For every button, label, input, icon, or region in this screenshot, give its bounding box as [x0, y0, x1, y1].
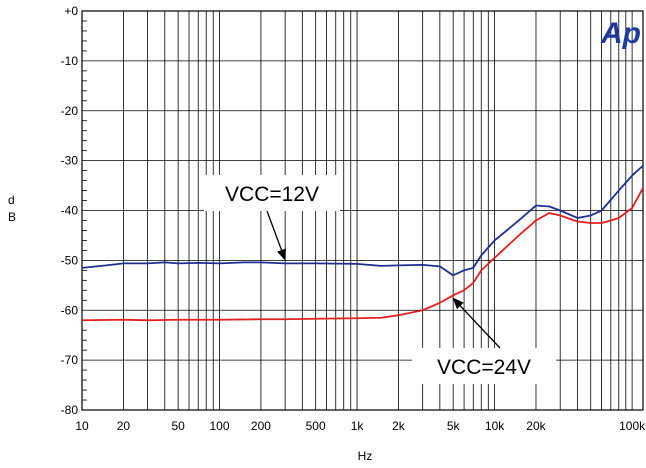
x-axis-label: Hz: [358, 449, 373, 463]
y-tick-label: +0: [64, 4, 78, 18]
x-tick-label: 20: [117, 419, 131, 433]
annotation-label: VCC=12V: [225, 183, 319, 206]
y-tick-label: -70: [61, 353, 79, 367]
x-tick-label: 10: [75, 419, 89, 433]
y-tick-label: -10: [61, 54, 79, 68]
ap-logo: Ap: [600, 17, 641, 50]
annotation-arrow: [452, 297, 501, 349]
annotation-arrow: [266, 210, 286, 261]
annotation-layer: VCC=12V VCC=24V: [204, 175, 556, 384]
y-tick-label: -60: [61, 303, 79, 317]
x-tick-label: 50: [171, 419, 185, 433]
annotation-label: VCC=24V: [437, 356, 531, 379]
y-tick-label: -40: [61, 204, 79, 218]
y-tick-label: -20: [61, 104, 79, 118]
series-line-vcc-24v: [81, 187, 644, 322]
x-tick-label: 20k: [526, 419, 546, 433]
x-tick-labels: 10 20 50 100 200 500 1k 2k 5k 10k 20k 100k: [75, 419, 646, 433]
plot-frame: [81, 10, 644, 411]
y-tick-label: -30: [61, 154, 79, 168]
annotation-box: [204, 175, 340, 211]
y-tick-label: -50: [61, 253, 79, 267]
x-tick-label: 500: [306, 419, 326, 433]
series-layer: [81, 164, 644, 322]
annotation-box: [412, 348, 556, 384]
x-tick-label: 100: [210, 419, 230, 433]
x-tick-label: 100k: [619, 419, 646, 433]
y-tick-labels: +0 -10 -20 -30 -40 -50 -60 -70 -80: [61, 4, 79, 417]
x-tick-label: 1k: [351, 419, 365, 433]
y-axis-label-b: B: [8, 210, 16, 224]
x-tick-label: 2k: [392, 419, 406, 433]
x-tick-label: 200: [251, 419, 271, 433]
x-tick-label: 10k: [485, 419, 505, 433]
x-tick-label: 5k: [447, 419, 461, 433]
series-line-vcc-12v: [81, 164, 644, 277]
y-tick-label: -80: [61, 403, 79, 417]
y-axis-label-d: d: [8, 193, 15, 207]
